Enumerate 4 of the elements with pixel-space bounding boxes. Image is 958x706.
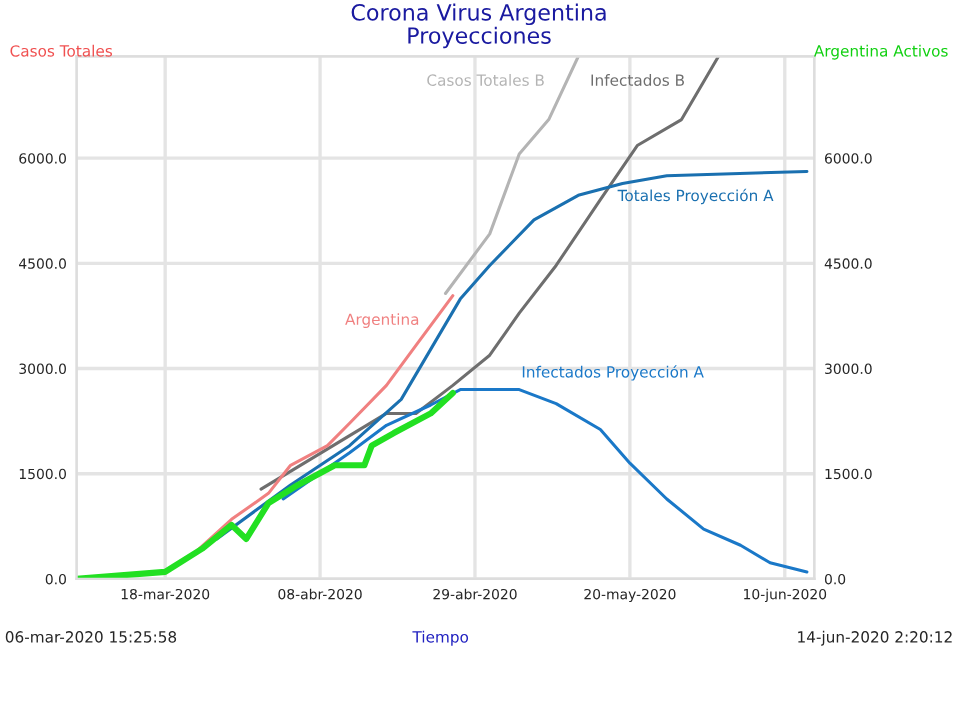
chart-title: Corona Virus Argentina Proyecciones — [351, 3, 606, 49]
line-series — [215, 169, 809, 541]
line-series — [281, 388, 809, 574]
line-series — [76, 390, 456, 579]
